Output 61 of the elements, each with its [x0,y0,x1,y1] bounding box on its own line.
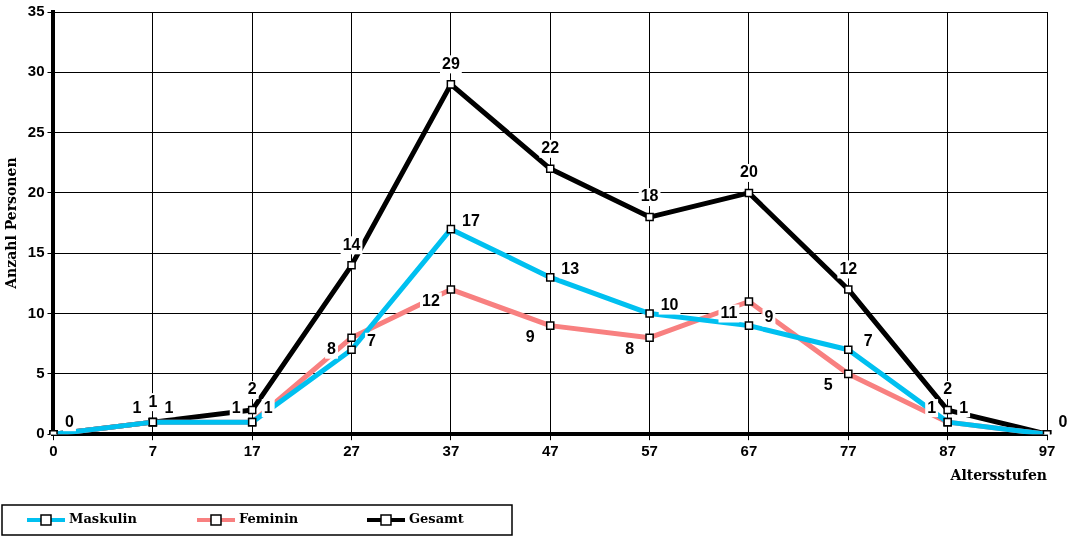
data-label: 0 [65,412,75,430]
data-label: 14 [342,235,361,253]
point [545,164,555,174]
point [446,80,456,89]
data-label: 0 [1058,412,1068,430]
legend-label: Feminin [239,511,299,527]
x-tick-label: 37 [442,442,460,460]
point [744,188,754,198]
data-label: 1 [263,398,273,416]
x-tick-label: 97 [1038,442,1056,460]
point [347,261,356,270]
point [943,405,952,415]
x-tick-label: 47 [541,442,559,460]
data-label: 2 [247,380,257,398]
data-label: 12 [839,259,858,277]
data-label: 29 [441,54,460,72]
y-tick-label: 10 [27,303,45,321]
data-label: 22 [541,139,560,157]
data-label: 7 [367,332,377,350]
x-tick-label: 87 [939,442,956,460]
x-tick-label: 7 [148,442,158,460]
data-label: 1 [959,398,969,416]
y-tick-label: 5 [36,364,45,382]
point [844,285,853,294]
data-label: 20 [740,163,758,181]
point [645,212,654,222]
data-label: 8 [625,340,635,358]
data-label: 1 [231,398,241,416]
data-label: 5 [823,376,833,394]
y-tick-label: 20 [27,183,45,201]
legend-label: Gesamt [409,511,464,527]
x-axis-title: Altersstufen [949,467,1047,484]
legend-label: Maskulin [69,511,138,527]
data-label: 17 [461,211,480,229]
data-label: 1 [164,398,174,416]
data-label: 1 [927,398,937,416]
y-tick-label: 0 [36,424,45,442]
x-tick-label: 0 [49,442,58,460]
data-label: 10 [660,295,679,313]
y-tick-label: 25 [27,122,45,140]
data-label: 18 [640,187,659,205]
point [247,405,257,415]
x-tick-label: 67 [740,442,758,460]
data-label: 12 [421,291,440,309]
y-tick-label: 35 [27,2,45,20]
data-label: 8 [327,340,337,358]
data-label: 1 [132,398,142,416]
y-axis-title: Anzahl Personen [3,157,20,290]
data-label: 1 [148,392,158,410]
data-label: 2 [943,380,953,398]
x-tick-label: 77 [839,442,857,460]
data-label: 9 [764,308,774,326]
y-tick-label: 15 [27,243,45,261]
x-tick-label: 17 [243,442,261,460]
x-tick-label: 57 [641,442,658,460]
y-tick-label: 30 [27,62,45,80]
data-label: 13 [561,259,580,277]
x-tick-label: 27 [343,442,360,460]
data-label: 11 [720,303,738,321]
data-label: 7 [863,332,873,350]
data-label: 9 [525,328,535,346]
